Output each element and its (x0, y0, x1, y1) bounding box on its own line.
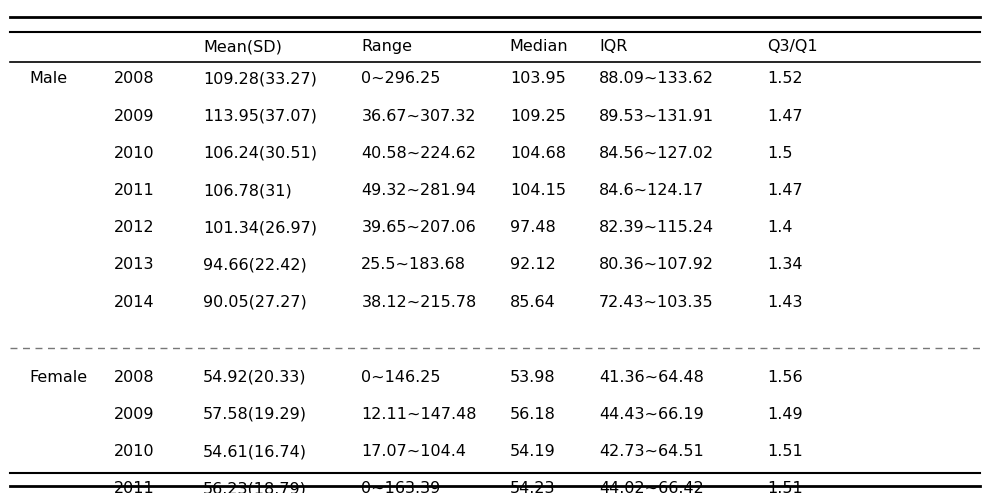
Text: Male: Male (30, 71, 68, 86)
Text: Median: Median (510, 39, 568, 54)
Text: 0~146.25: 0~146.25 (361, 370, 441, 385)
Text: 1.5: 1.5 (767, 146, 793, 161)
Text: 36.67~307.32: 36.67~307.32 (361, 108, 476, 124)
Text: 2008: 2008 (114, 370, 154, 385)
Text: 80.36~107.92: 80.36~107.92 (599, 257, 714, 273)
Text: 2010: 2010 (114, 444, 154, 459)
Text: 2011: 2011 (114, 481, 154, 493)
Text: 72.43~103.35: 72.43~103.35 (599, 295, 714, 310)
Text: 109.28(33.27): 109.28(33.27) (203, 71, 317, 86)
Text: 84.6~124.17: 84.6~124.17 (599, 183, 704, 198)
Text: Range: Range (361, 39, 413, 54)
Text: 2010: 2010 (114, 146, 154, 161)
Text: 97.48: 97.48 (510, 220, 555, 235)
Text: 104.15: 104.15 (510, 183, 566, 198)
Text: 89.53~131.91: 89.53~131.91 (599, 108, 714, 124)
Text: IQR: IQR (599, 39, 628, 54)
Text: 2013: 2013 (114, 257, 154, 273)
Text: 38.12~215.78: 38.12~215.78 (361, 295, 476, 310)
Text: 1.43: 1.43 (767, 295, 803, 310)
Text: 57.58(19.29): 57.58(19.29) (203, 407, 307, 422)
Text: 1.49: 1.49 (767, 407, 803, 422)
Text: 109.25: 109.25 (510, 108, 565, 124)
Text: Female: Female (30, 370, 88, 385)
Text: 1.56: 1.56 (767, 370, 803, 385)
Text: 56.23(18.79): 56.23(18.79) (203, 481, 307, 493)
Text: 85.64: 85.64 (510, 295, 555, 310)
Text: 39.65~207.06: 39.65~207.06 (361, 220, 476, 235)
Text: 0~163.39: 0~163.39 (361, 481, 441, 493)
Text: 42.73~64.51: 42.73~64.51 (599, 444, 704, 459)
Text: 2014: 2014 (114, 295, 154, 310)
Text: 2009: 2009 (114, 108, 154, 124)
Text: Mean(SD): Mean(SD) (203, 39, 282, 54)
Text: 1.34: 1.34 (767, 257, 803, 273)
Text: 1.47: 1.47 (767, 183, 803, 198)
Text: 44.02~66.42: 44.02~66.42 (599, 481, 704, 493)
Text: 113.95(37.07): 113.95(37.07) (203, 108, 317, 124)
Text: 49.32~281.94: 49.32~281.94 (361, 183, 476, 198)
Text: 1.4: 1.4 (767, 220, 793, 235)
Text: 2011: 2011 (114, 183, 154, 198)
Text: 2009: 2009 (114, 407, 154, 422)
Text: 103.95: 103.95 (510, 71, 565, 86)
Text: 54.19: 54.19 (510, 444, 555, 459)
Text: 53.98: 53.98 (510, 370, 555, 385)
Text: 1.51: 1.51 (767, 481, 803, 493)
Text: 44.43~66.19: 44.43~66.19 (599, 407, 704, 422)
Text: 2008: 2008 (114, 71, 154, 86)
Text: 17.07~104.4: 17.07~104.4 (361, 444, 466, 459)
Text: 1.52: 1.52 (767, 71, 803, 86)
Text: 1.47: 1.47 (767, 108, 803, 124)
Text: 101.34(26.97): 101.34(26.97) (203, 220, 317, 235)
Text: 92.12: 92.12 (510, 257, 555, 273)
Text: 54.92(20.33): 54.92(20.33) (203, 370, 307, 385)
Text: 106.24(30.51): 106.24(30.51) (203, 146, 317, 161)
Text: 90.05(27.27): 90.05(27.27) (203, 295, 307, 310)
Text: 106.78(31): 106.78(31) (203, 183, 292, 198)
Text: 54.61(16.74): 54.61(16.74) (203, 444, 307, 459)
Text: 12.11~147.48: 12.11~147.48 (361, 407, 477, 422)
Text: 41.36~64.48: 41.36~64.48 (599, 370, 704, 385)
Text: 56.18: 56.18 (510, 407, 555, 422)
Text: 94.66(22.42): 94.66(22.42) (203, 257, 307, 273)
Text: 1.51: 1.51 (767, 444, 803, 459)
Text: 82.39~115.24: 82.39~115.24 (599, 220, 714, 235)
Text: 2012: 2012 (114, 220, 154, 235)
Text: 104.68: 104.68 (510, 146, 566, 161)
Text: 25.5~183.68: 25.5~183.68 (361, 257, 466, 273)
Text: 40.58~224.62: 40.58~224.62 (361, 146, 476, 161)
Text: 54.23: 54.23 (510, 481, 555, 493)
Text: 0~296.25: 0~296.25 (361, 71, 441, 86)
Text: 88.09~133.62: 88.09~133.62 (599, 71, 714, 86)
Text: 84.56~127.02: 84.56~127.02 (599, 146, 714, 161)
Text: Q3/Q1: Q3/Q1 (767, 39, 818, 54)
